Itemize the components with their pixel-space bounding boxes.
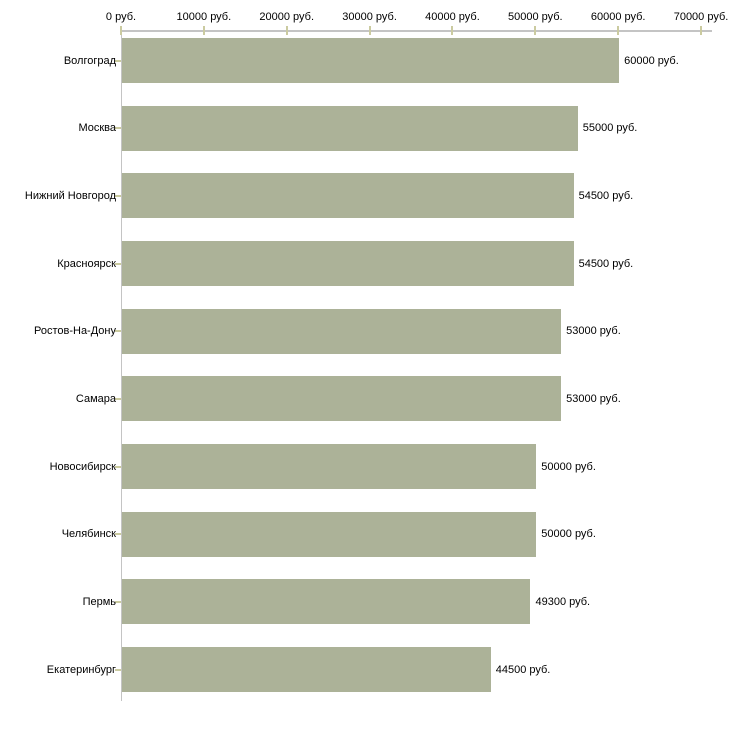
x-axis-tick-label: 10000 руб. bbox=[176, 11, 232, 23]
x-axis-tick-label: 70000 руб. bbox=[673, 11, 729, 23]
category-label: Волгоград bbox=[63, 54, 116, 67]
value-label: 44500 руб. bbox=[495, 663, 551, 676]
category-label: Пермь bbox=[82, 595, 116, 608]
x-axis-tick-label: 60000 руб. bbox=[590, 11, 646, 23]
x-axis-tick-label: 0 руб. bbox=[105, 11, 137, 23]
category-label: Ростов-На-Дону bbox=[33, 325, 116, 338]
x-axis-tick bbox=[120, 26, 122, 35]
bar-10 bbox=[122, 647, 491, 693]
bar-5 bbox=[122, 308, 562, 354]
x-axis-tick bbox=[534, 26, 537, 35]
x-axis-tick bbox=[617, 26, 620, 35]
x-axis-tick bbox=[285, 26, 288, 35]
bar-8 bbox=[122, 511, 537, 557]
x-axis-tick-label: 50000 руб. bbox=[507, 11, 563, 23]
x-axis-tick-label: 30000 руб. bbox=[342, 11, 397, 23]
y-axis-tick bbox=[115, 59, 121, 62]
bar-3 bbox=[122, 173, 574, 219]
value-label: 54500 руб. bbox=[578, 189, 634, 202]
category-label: Самара bbox=[75, 392, 116, 405]
bar-4 bbox=[122, 241, 574, 286]
x-axis-line bbox=[121, 30, 712, 32]
value-label: 49300 руб. bbox=[535, 595, 591, 608]
bar-6 bbox=[122, 376, 562, 422]
value-label: 53000 руб. bbox=[566, 392, 621, 405]
x-axis-tick bbox=[368, 26, 371, 35]
category-label: Нижний Новгород bbox=[24, 189, 116, 202]
bar-9 bbox=[122, 579, 531, 625]
value-label: 54500 руб. bbox=[578, 257, 634, 270]
bar-2 bbox=[122, 105, 578, 151]
y-axis-tick bbox=[115, 127, 121, 130]
y-axis-line bbox=[121, 30, 122, 701]
y-axis-tick bbox=[115, 600, 121, 603]
value-label: 50000 руб. bbox=[541, 460, 596, 473]
y-axis-tick bbox=[115, 194, 121, 197]
value-label: 60000 руб. bbox=[624, 54, 679, 67]
x-axis-tick-label: 40000 руб. bbox=[425, 11, 480, 23]
y-axis-tick bbox=[115, 465, 121, 468]
category-label: Красноярск bbox=[57, 257, 116, 270]
y-axis-tick bbox=[115, 262, 121, 265]
category-label: Новосибирск bbox=[49, 460, 116, 473]
y-axis-tick bbox=[115, 533, 121, 536]
category-label: Екатеринбург bbox=[46, 663, 116, 676]
category-label: Челябинск bbox=[61, 528, 116, 541]
value-label: 53000 руб. bbox=[566, 325, 621, 338]
y-axis-tick bbox=[115, 330, 121, 333]
y-axis-tick bbox=[115, 397, 121, 400]
x-axis-tick-label: 20000 руб. bbox=[259, 11, 315, 23]
value-label: 55000 руб. bbox=[582, 122, 638, 135]
x-axis-tick bbox=[451, 26, 454, 35]
bar-1 bbox=[122, 38, 620, 83]
bar-7 bbox=[122, 444, 537, 490]
category-label: Москва bbox=[78, 122, 116, 135]
x-axis-tick bbox=[202, 26, 205, 35]
x-axis-tick bbox=[700, 26, 703, 35]
value-label: 50000 руб. bbox=[541, 528, 596, 541]
y-axis-tick bbox=[115, 668, 121, 671]
